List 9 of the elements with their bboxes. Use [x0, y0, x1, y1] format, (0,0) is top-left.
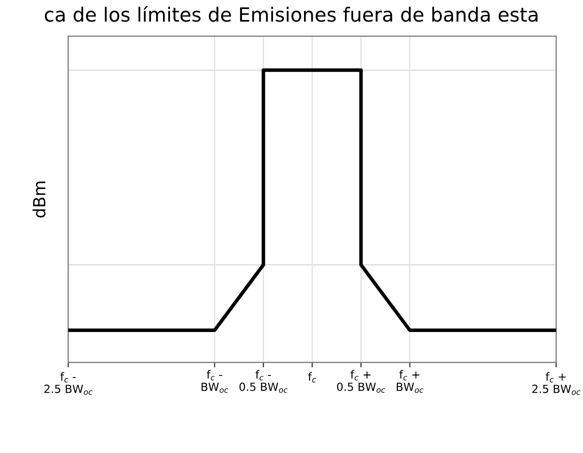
x-tick-label: f$_{c}$ + 2.5 BW$_{oc}$: [532, 372, 580, 395]
y-axis-title: dBm: [32, 182, 46, 218]
chart-title: ca de los límites de Emisiones fuera de banda esta: [44, 6, 538, 22]
x-tick-label: f$_{c}$ + BW$_{oc}$: [396, 370, 424, 393]
x-tick-label: f$_{c}$ - 2.5 BW$_{oc}$: [44, 372, 92, 395]
x-tick-label: f$_{c}$: [308, 372, 316, 382]
x-tick-label: f$_{c}$ - 0.5 BW$_{oc}$: [239, 370, 288, 393]
x-tick-label: f$_{c}$ - BW$_{oc}$: [202, 370, 228, 393]
x-tick-label: f$_{c}$ + 0.5 BW$_{oc}$: [337, 370, 386, 393]
